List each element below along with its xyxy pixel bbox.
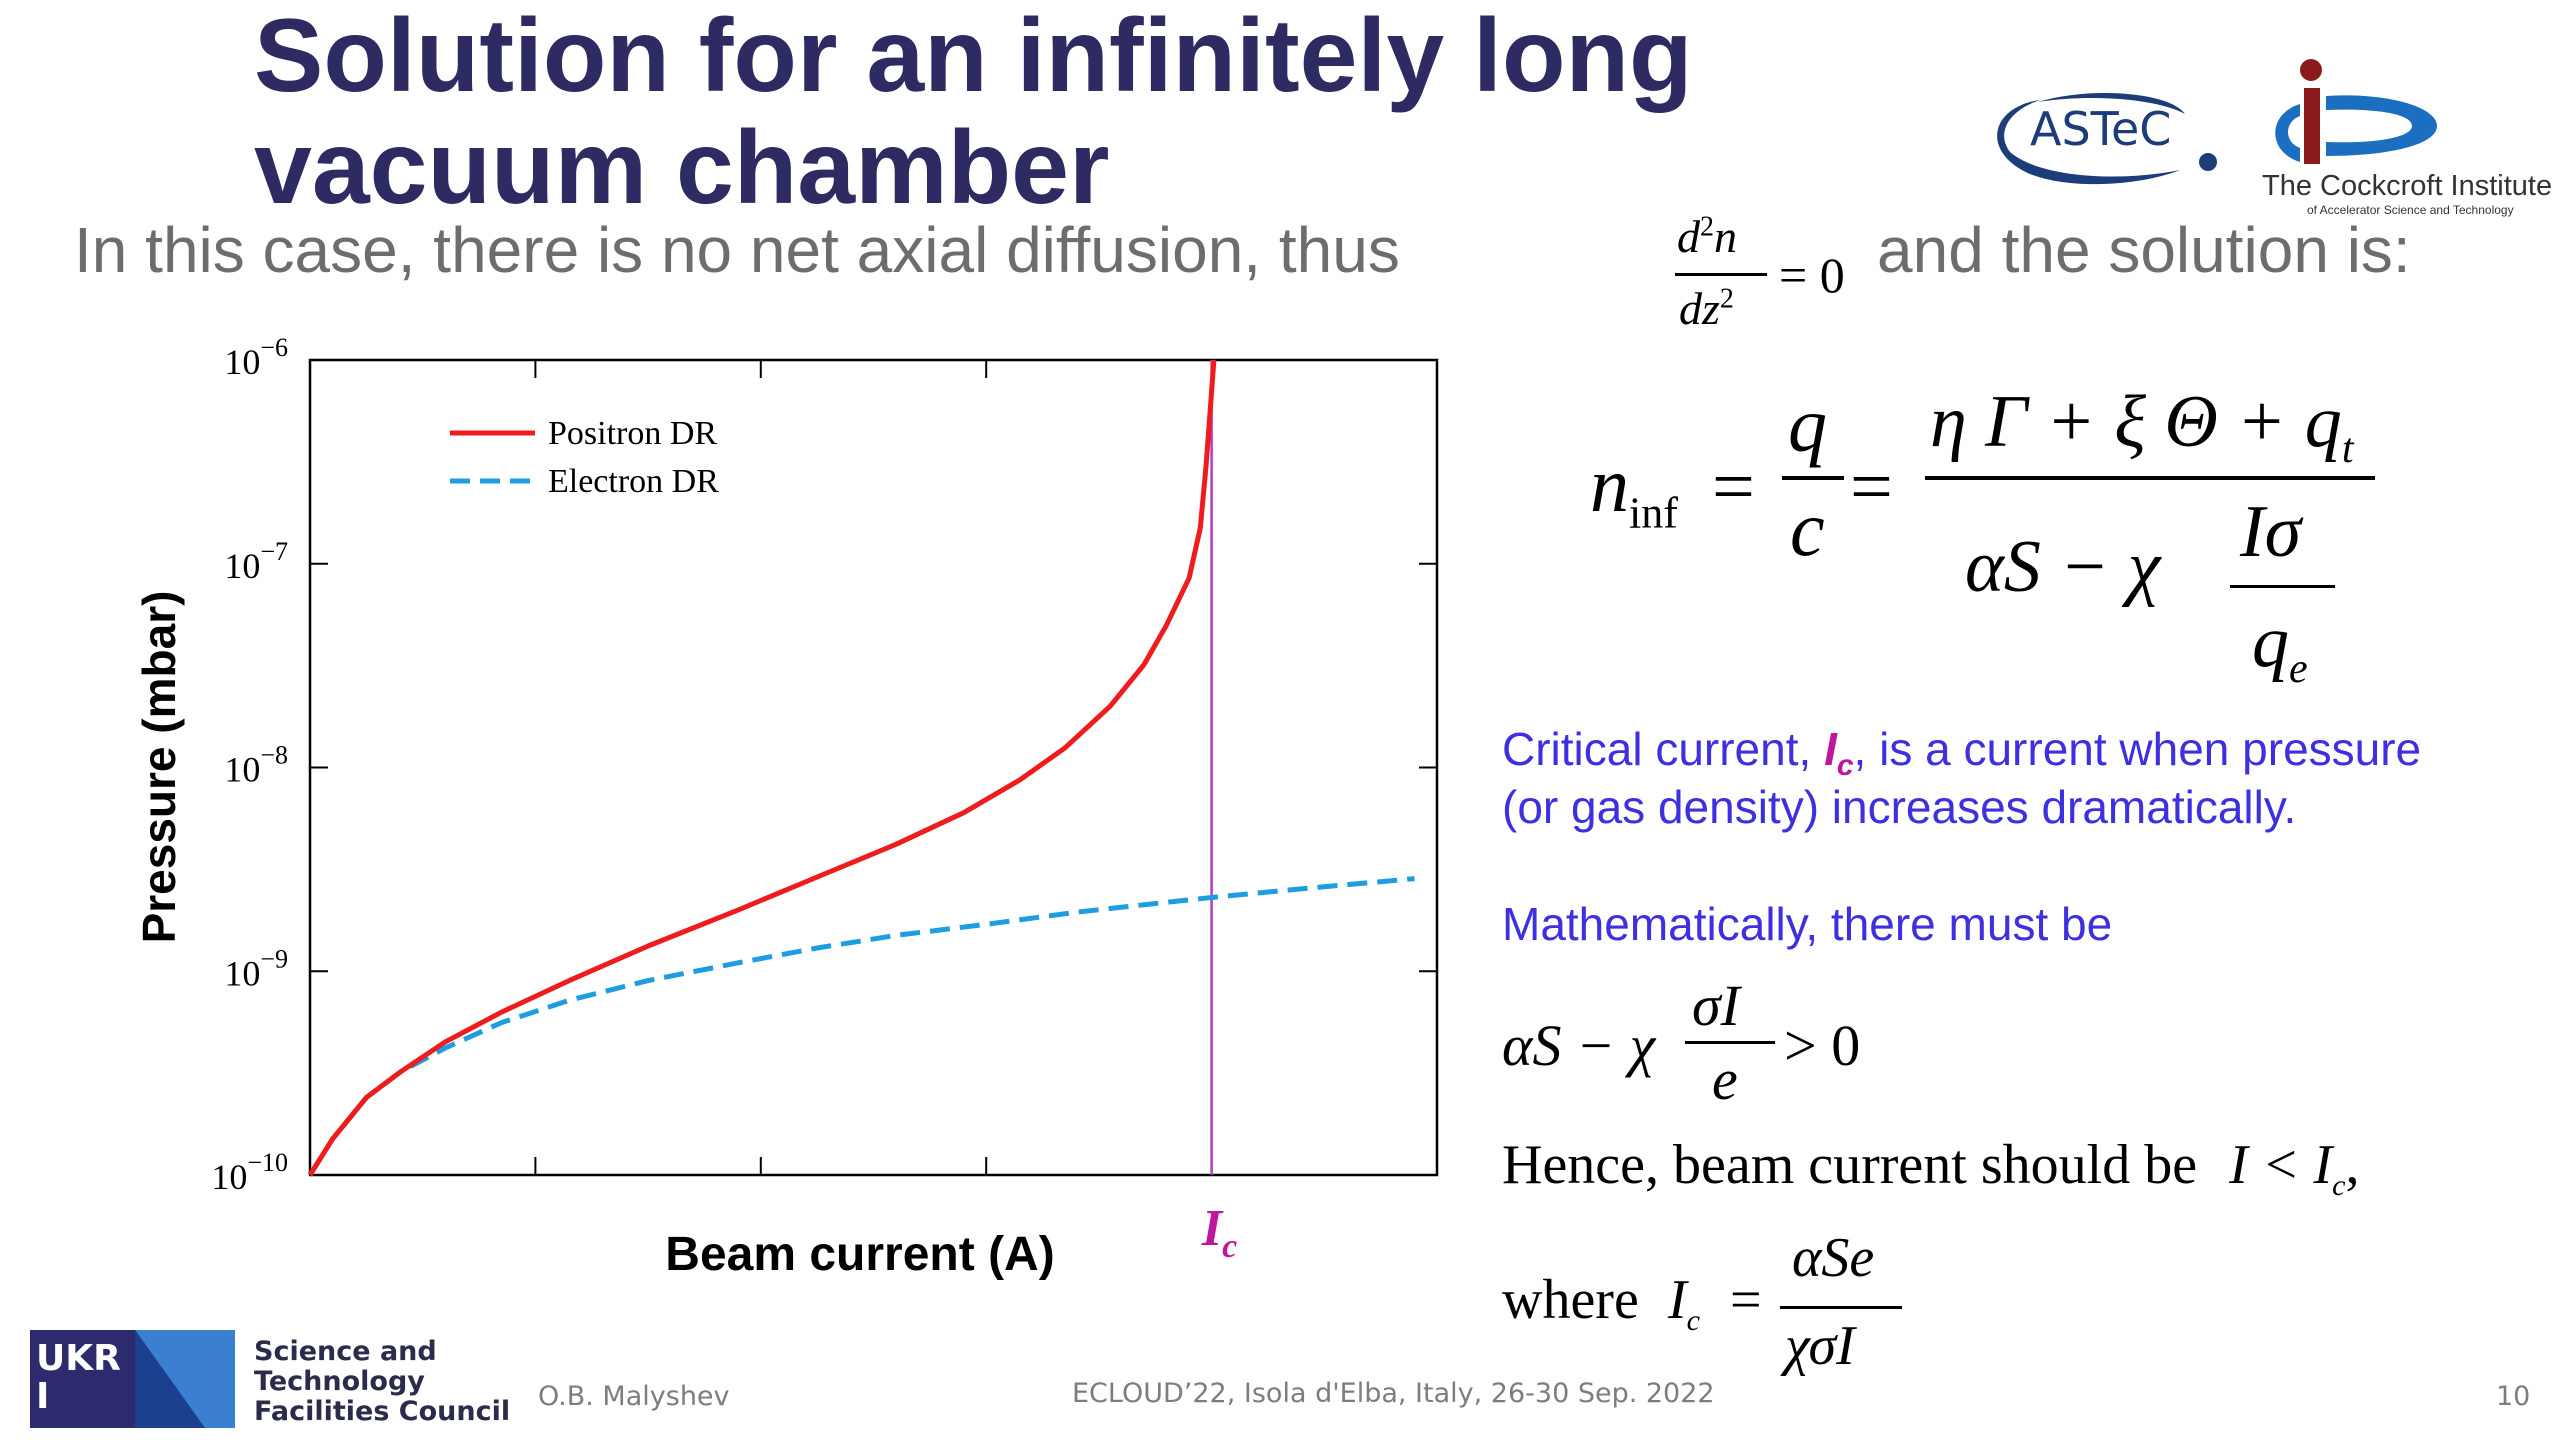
critical-current-label: Ic [1201, 1200, 1237, 1265]
pressure-chart-svg: 10−10 10−9 10−8 10−7 10−6 Positron DR Electro… [133, 333, 1439, 1281]
n-inf-symbol: ninf [1590, 441, 1678, 538]
diffusion-equals-zero: = 0 [1779, 247, 1845, 303]
equals-1: = [1712, 445, 1755, 529]
e-denominator: e [1712, 1047, 1738, 1112]
series-lines [307, 359, 1415, 1177]
sources-numerator: η Γ + ξ Θ + qt [1930, 381, 2354, 472]
diffusion-denominator: dz2 [1679, 283, 1734, 334]
q-numerator: q [1788, 381, 1827, 468]
solution-equation: ninf = q c = η Γ + ξ Θ + qt αS − χ Iσ qe [1580, 380, 2400, 710]
hence-condition: I < Ic [2229, 1134, 2346, 1203]
hence-text: Hence, beam current should be I < Ic, [1502, 1134, 2360, 1203]
critical-current-line-1: Critical current, Ic, is a current when … [1502, 722, 2421, 783]
legend-label: Electron DR [548, 463, 719, 500]
footer-page-number: 10 [2496, 1381, 2531, 1412]
astec-logo: ASTeC [1980, 82, 2230, 192]
y-tick-label: 10−9 [224, 944, 288, 993]
greater-than-zero: > 0 [1784, 1013, 1861, 1078]
chi-sigma-i-denominator: χσI [1785, 1315, 1855, 1377]
equals-2: = [1850, 445, 1893, 529]
stfc-text: Science and Technology Facilities Counci… [254, 1337, 510, 1427]
mathematically-text: Mathematically, there must be [1502, 898, 2113, 950]
cockcroft-emblem-icon [2275, 59, 2437, 164]
y-axis-label: Pressure (mbar) [133, 591, 185, 944]
title-line-2: vacuum chamber [254, 110, 1110, 226]
stfc-line-2: Technology [254, 1366, 425, 1397]
stfc-line-3: Facilities Council [254, 1396, 511, 1427]
intro-text: In this case, there is no net axial diff… [74, 214, 1400, 286]
legend-label: Positron DR [548, 415, 717, 452]
i-sigma-bar [2230, 585, 2335, 588]
y-tick-marks [310, 359, 1437, 1176]
diffusion-equation: d2n dz2 = 0 [1675, 210, 1895, 350]
cockcroft-logo: The Cockcroft Institute of Accelerator S… [2262, 52, 2560, 222]
ukri-logo: UKRI [30, 1326, 235, 1432]
ic-equals: = [1730, 1269, 1762, 1331]
i-sigma-numerator: Iσ [2240, 491, 2302, 573]
series-line-positron-dr [307, 359, 1217, 1177]
ukri-logo-text: UKRI [36, 1338, 121, 1417]
y-tick-label: 10−6 [224, 333, 288, 382]
stfc-line-1: Science and [254, 1336, 437, 1367]
sigma-i-numerator: σI [1692, 973, 1740, 1038]
astec-logo-text: ASTeC [2030, 102, 2172, 156]
slide-title: Solution for an infinitely long vacuum c… [254, 0, 1693, 224]
ic-fraction-bar [1780, 1306, 1902, 1309]
q-c-bar [1782, 476, 1844, 480]
sigma-i-bar [1685, 1041, 1775, 1044]
where-text: where [1502, 1269, 1639, 1331]
main-fraction-bar [1925, 476, 2375, 480]
inequality: αS − χ σI e > 0 [1502, 972, 1922, 1122]
y-tick-label: 10−10 [211, 1148, 288, 1197]
alpha-s-minus-chi: αS − χ [1965, 526, 2161, 608]
y-tick-label: 10−8 [224, 741, 288, 790]
c-denominator: c [1790, 485, 1825, 572]
legend: Positron DR Electron DR [450, 415, 719, 500]
footer-author: O.B. Malyshev [538, 1381, 730, 1412]
cockcroft-name: The Cockcroft Institute [2262, 170, 2553, 202]
intro-end-text: and the solution is: [1877, 214, 2411, 286]
ase-numerator: αSe [1792, 1227, 1875, 1289]
where-equation: where Ic = αSe χσI [1502, 1222, 2002, 1392]
critical-current-line-2: (or gas density) increases dramatically. [1502, 781, 2297, 833]
diffusion-numerator: d2n [1677, 211, 1737, 262]
footer-event: ECLOUD’22, Isola d'Elba, Italy, 26-30 Se… [1072, 1378, 1715, 1409]
plot-frame [308, 358, 1439, 1177]
y-tick-labels: 10−10 10−9 10−8 10−7 10−6 [211, 333, 288, 1197]
pressure-chart: 10−10 10−9 10−8 10−7 10−6 Positron DR Electro… [110, 320, 1470, 1300]
q-e-denominator: qe [2252, 601, 2308, 692]
critical-suffix: , is a current when pressure [1853, 723, 2422, 775]
critical-prefix: Critical current, [1502, 723, 1825, 775]
ukri-logo-icon [30, 1330, 235, 1428]
title-line-1: Solution for an infinitely long [254, 0, 1693, 114]
y-tick-label: 10−7 [224, 537, 288, 586]
cockcroft-subtitle: of Accelerator Science and Technology [2307, 203, 2514, 217]
diffusion-fraction-bar [1675, 273, 1767, 276]
astec-swoosh-icon [1997, 92, 2217, 185]
x-axis-label: Beam current (A) [665, 1228, 1054, 1281]
inequality-lhs: αS − χ [1502, 1013, 1656, 1078]
critical-symbol: Ic [1824, 723, 1854, 783]
ic-symbol: Ic [1668, 1269, 1700, 1338]
